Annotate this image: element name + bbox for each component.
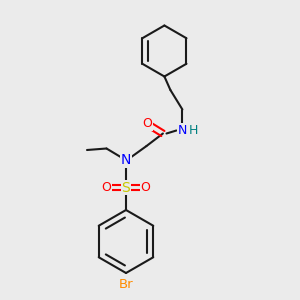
Text: N: N bbox=[178, 124, 187, 137]
Text: O: O bbox=[141, 181, 150, 194]
Text: N: N bbox=[121, 154, 131, 167]
Text: H: H bbox=[189, 124, 199, 137]
Text: O: O bbox=[142, 117, 152, 130]
Text: Br: Br bbox=[119, 278, 133, 291]
Text: S: S bbox=[122, 181, 130, 194]
Text: O: O bbox=[102, 181, 111, 194]
